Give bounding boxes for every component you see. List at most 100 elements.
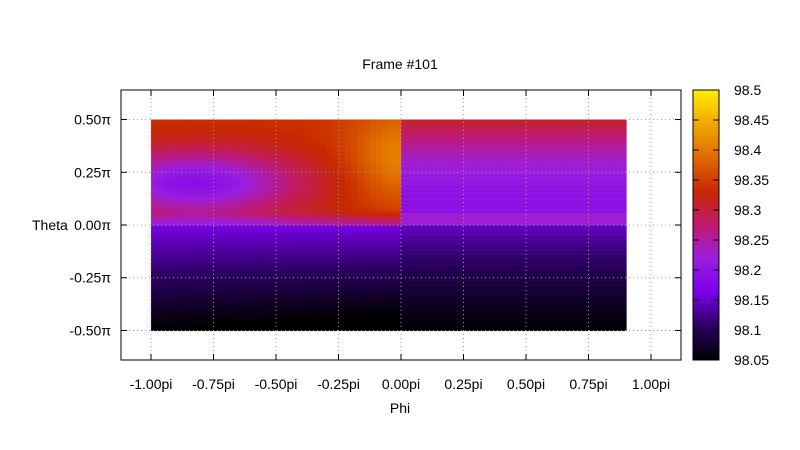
heatmap-cell [169, 216, 177, 220]
heatmap-cell [357, 239, 365, 243]
heatmap-cell [188, 279, 196, 283]
heatmap-cell [319, 140, 327, 144]
heatmap-cell [301, 125, 308, 129]
heatmap-cell [176, 210, 183, 213]
heatmap-cell [219, 149, 227, 152]
heatmap-cell [351, 294, 358, 298]
heatmap-cell [157, 130, 165, 133]
heatmap-cell [394, 182, 402, 186]
heatmap-cell [282, 216, 290, 220]
heatmap-cell [219, 322, 227, 325]
heatmap-cell [388, 168, 396, 171]
heatmap-cell [176, 214, 183, 218]
heatmap-cell [301, 214, 308, 218]
heatmap-cell [438, 275, 446, 279]
heatmap-cell [338, 239, 346, 243]
heatmap-cell [326, 235, 333, 239]
heatmap-cell [282, 218, 290, 222]
heatmap-cell [388, 256, 396, 260]
heatmap-cell [301, 138, 308, 142]
heatmap-cell [163, 290, 171, 294]
heatmap-cell [338, 157, 346, 161]
heatmap-cell [407, 262, 415, 266]
heatmap-cell [394, 300, 402, 304]
heatmap-cell [182, 144, 190, 148]
heatmap-cell [332, 125, 340, 129]
heatmap-cell [307, 239, 315, 243]
heatmap-cell [244, 216, 252, 220]
heatmap-cell [438, 237, 446, 241]
heatmap-cell [176, 326, 183, 329]
heatmap-cell [269, 288, 277, 291]
heatmap-cell [169, 212, 177, 216]
heatmap-cell [257, 311, 265, 315]
heatmap-cell [176, 305, 183, 308]
heatmap-cell [244, 252, 252, 256]
heatmap-cell [188, 231, 196, 235]
heatmap-cell [213, 265, 221, 268]
heatmap-cell [319, 225, 327, 228]
heatmap-cell [313, 176, 321, 180]
heatmap-cell [276, 265, 283, 268]
heatmap-cell [407, 191, 415, 194]
heatmap-cell [388, 317, 396, 321]
heatmap-cell [263, 142, 271, 146]
heatmap-cell [313, 182, 321, 186]
heatmap-cell [426, 165, 433, 169]
heatmap-cell [307, 210, 315, 213]
heatmap-cell [151, 319, 158, 323]
heatmap-cell [394, 250, 402, 254]
heatmap-cell [226, 235, 233, 239]
heatmap-cell [357, 271, 365, 275]
heatmap-cell [369, 149, 377, 152]
heatmap-cell [188, 277, 196, 281]
heatmap-cell [213, 313, 221, 317]
heatmap-cell [194, 239, 202, 243]
heatmap-cell [263, 317, 271, 321]
heatmap-cell [357, 307, 365, 310]
heatmap-cell [213, 275, 221, 279]
heatmap-cell [213, 123, 221, 127]
heatmap-cell [176, 132, 183, 135]
heatmap-cell [232, 237, 240, 241]
heatmap-cell [357, 290, 365, 294]
heatmap-cell [182, 165, 190, 169]
heatmap-cell [163, 241, 171, 245]
heatmap-cell [263, 254, 271, 258]
heatmap-cell [288, 195, 296, 199]
heatmap-cell [444, 322, 452, 325]
heatmap-cell [157, 146, 165, 150]
heatmap-cell [438, 273, 446, 277]
heatmap-cell [207, 149, 215, 152]
heatmap-cell [301, 296, 308, 300]
heatmap-cell [201, 275, 208, 279]
heatmap-cell [263, 322, 271, 325]
heatmap-cell [251, 206, 258, 209]
heatmap-cell [351, 237, 358, 241]
heatmap-cell [288, 140, 296, 144]
heatmap-cell [432, 233, 440, 237]
heatmap-cell [344, 174, 352, 178]
heatmap-cell [426, 203, 433, 207]
heatmap-cell [332, 290, 340, 294]
heatmap-cell [388, 180, 396, 184]
heatmap-cell [294, 201, 302, 205]
heatmap-cell [357, 229, 365, 232]
heatmap-cell [394, 305, 402, 308]
heatmap-cell [163, 201, 171, 205]
heatmap-cell [151, 220, 158, 224]
heatmap-cell [269, 227, 277, 230]
heatmap-cell [451, 157, 458, 161]
heatmap-cell [457, 235, 465, 239]
heatmap-cell [401, 149, 408, 152]
heatmap-cell [357, 256, 365, 260]
heatmap-cell [219, 231, 227, 235]
heatmap-cell [419, 136, 427, 140]
heatmap-cell [457, 288, 465, 291]
heatmap-cell [432, 277, 440, 281]
heatmap-cell [238, 277, 246, 281]
heatmap-cell [219, 212, 227, 216]
heatmap-cell [288, 146, 296, 150]
heatmap-cell [276, 324, 283, 327]
heatmap-cell [319, 208, 327, 211]
